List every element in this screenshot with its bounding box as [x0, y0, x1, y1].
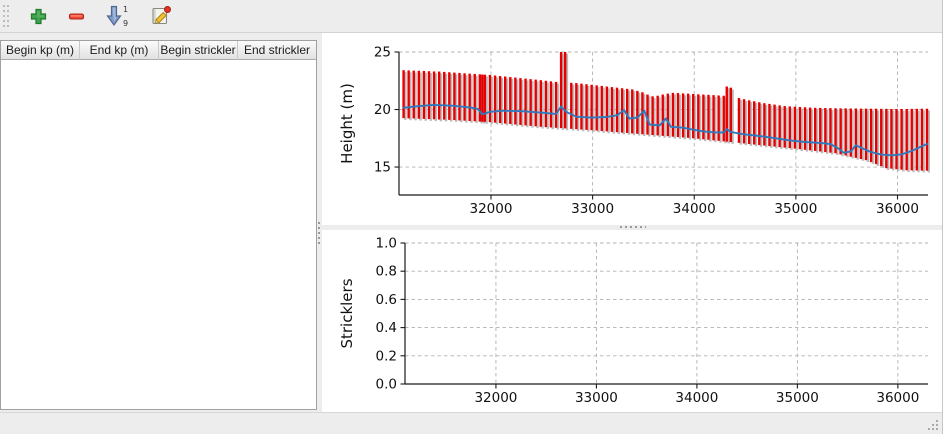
chart-panel: 32000 33000 34000 35000 36000 15 20 25 Height (m…	[322, 33, 942, 412]
svg-text:0.2: 0.2	[376, 348, 397, 364]
splitter-grip-icon	[318, 222, 320, 246]
svg-text:0.6: 0.6	[376, 292, 397, 308]
height-chart-canvas[interactable]: 32000 33000 34000 35000 36000 15 20 25 Height (m…	[322, 33, 942, 225]
svg-text:34000: 34000	[673, 201, 716, 217]
stricklers-chart-canvas[interactable]: 32000 33000 34000 35000 36000 0.0 0.2 0.4 0.6 0.8…	[322, 230, 942, 412]
table-header-row: Begin kp (m) End kp (m) Begin strickler End…	[1, 41, 316, 60]
column-header[interactable]: End kp (m)	[80, 41, 159, 60]
svg-text:0.4: 0.4	[376, 320, 397, 336]
edit-button[interactable]	[147, 3, 175, 29]
svg-text:20: 20	[374, 102, 391, 118]
svg-text:32000: 32000	[474, 390, 517, 406]
plus-icon	[29, 7, 48, 26]
toolbar: 1 9	[0, 0, 942, 33]
column-header[interactable]: Begin strickler	[159, 41, 238, 60]
svg-text:34000: 34000	[675, 390, 718, 406]
minus-icon	[67, 7, 86, 26]
svg-text:25: 25	[374, 45, 391, 61]
svg-text:9: 9	[123, 19, 128, 28]
svg-text:1: 1	[123, 5, 128, 14]
svg-text:35000: 35000	[774, 201, 817, 217]
svg-text:Stricklers: Stricklers	[338, 278, 356, 348]
column-header[interactable]: Begin kp (m)	[1, 41, 80, 60]
vertical-splitter[interactable]	[317, 33, 322, 412]
edit-icon	[150, 5, 172, 27]
strickler-zones-table: Begin kp (m) End kp (m) Begin strickler End…	[0, 40, 317, 410]
table-body-viewport[interactable]	[1, 60, 316, 409]
svg-text:0.0: 0.0	[376, 377, 397, 393]
add-row-button[interactable]	[24, 3, 52, 29]
svg-text:36000: 36000	[876, 201, 919, 217]
svg-text:0.8: 0.8	[376, 264, 397, 280]
column-header[interactable]: End strickler	[243, 43, 311, 57]
svg-text:32000: 32000	[470, 201, 513, 217]
sort-numeric-icon: 1 9	[103, 4, 129, 28]
svg-text:35000: 35000	[776, 390, 819, 406]
status-bar	[0, 412, 942, 434]
svg-text:36000: 36000	[876, 390, 919, 406]
svg-text:15: 15	[374, 160, 391, 176]
splitter-grip-icon	[620, 226, 646, 228]
horizontal-splitter[interactable]	[322, 225, 942, 230]
svg-text:Height (m): Height (m)	[338, 83, 356, 164]
svg-text:33000: 33000	[575, 390, 618, 406]
svg-text:1.0: 1.0	[376, 236, 397, 252]
remove-row-button[interactable]	[62, 3, 90, 29]
svg-text:33000: 33000	[571, 201, 614, 217]
sort-rows-button[interactable]: 1 9	[100, 3, 132, 29]
resize-grip[interactable]	[927, 419, 940, 432]
toolbar-drag-handle[interactable]	[3, 5, 11, 27]
